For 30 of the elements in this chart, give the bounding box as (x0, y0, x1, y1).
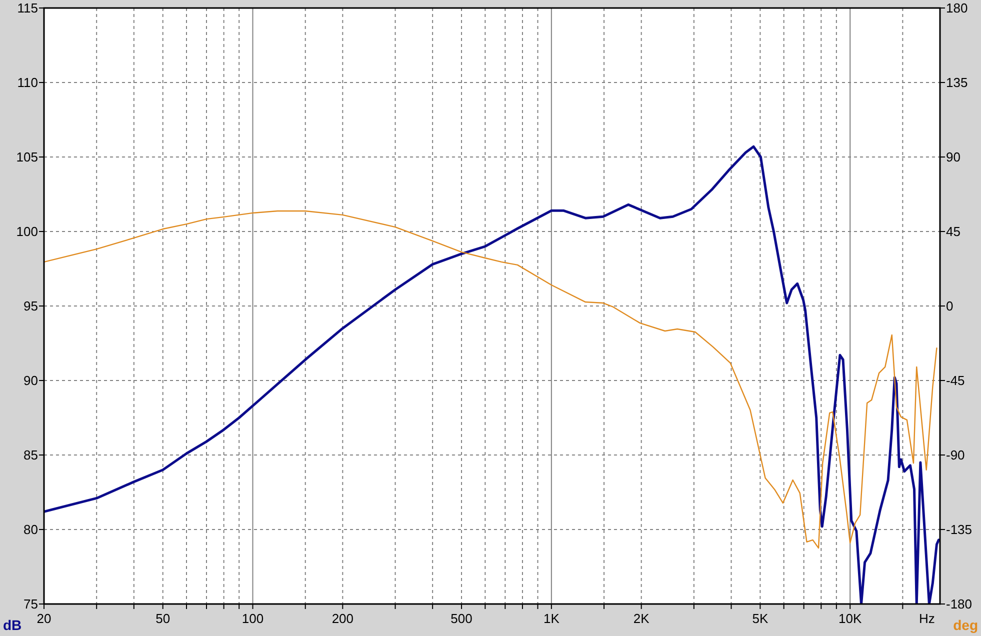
y2-tick-label: 45 (946, 224, 960, 240)
x-tick-label: 5K (752, 611, 768, 626)
y-tick-label: 110 (17, 75, 38, 90)
y2-tick-label: -135 (946, 522, 972, 538)
y2-tick-label: -90 (946, 448, 965, 463)
y2-tick-label: 180 (946, 0, 968, 16)
y-tick-label: 75 (24, 596, 38, 612)
x-tick-label: 20 (36, 611, 52, 626)
x-tick-label: 100 (242, 611, 264, 626)
y-tick-label: 115 (17, 0, 38, 16)
x-tick-label: 10K (838, 611, 862, 626)
y2-tick-label: -180 (946, 596, 972, 612)
y-tick-label: 90 (24, 373, 38, 388)
y2-tick-label: 0 (946, 298, 954, 314)
y-tick-label: 85 (24, 448, 38, 463)
x-axis-title: Hz (919, 611, 935, 626)
x-tick-label: 500 (450, 611, 472, 626)
y-tick-label: 100 (16, 224, 38, 240)
x-tick-label: 1K (543, 611, 560, 626)
x-tick-label: 2K (633, 611, 650, 626)
y2-tick-label: 90 (946, 150, 960, 165)
x-tick-label: 200 (332, 611, 354, 626)
y2-tick-label: -45 (946, 373, 965, 388)
x-tick-label: 50 (156, 611, 170, 626)
y2-axis-title: deg (953, 617, 978, 633)
y-tick-label: 105 (16, 150, 38, 165)
y-axis-title: dB (3, 617, 22, 633)
y-tick-label: 80 (24, 522, 38, 538)
y-tick-label: 95 (24, 298, 38, 314)
y2-tick-label: 135 (946, 75, 968, 90)
